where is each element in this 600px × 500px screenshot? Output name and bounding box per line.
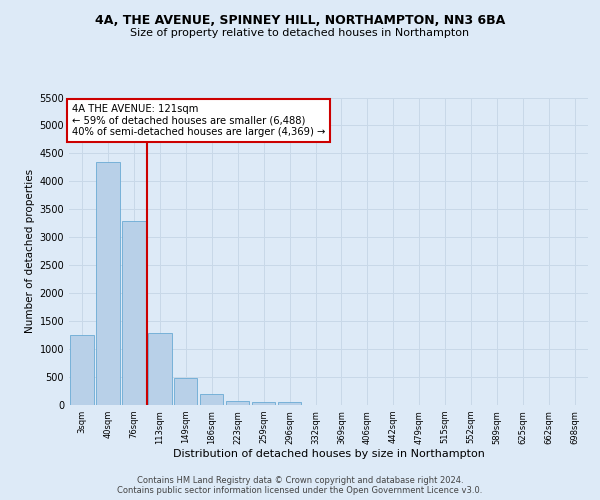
Text: 4A, THE AVENUE, SPINNEY HILL, NORTHAMPTON, NN3 6BA: 4A, THE AVENUE, SPINNEY HILL, NORTHAMPTO… [95, 14, 505, 27]
Text: Size of property relative to detached houses in Northampton: Size of property relative to detached ho… [130, 28, 470, 38]
X-axis label: Distribution of detached houses by size in Northampton: Distribution of detached houses by size … [173, 450, 484, 460]
Bar [200, 394, 223, 405]
Bar [278, 402, 301, 405]
Bar [70, 335, 94, 405]
Bar [252, 402, 275, 405]
Text: Contains HM Land Registry data © Crown copyright and database right 2024.
Contai: Contains HM Land Registry data © Crown c… [118, 476, 482, 495]
Bar [174, 378, 197, 405]
Bar [148, 334, 172, 405]
Bar [122, 220, 146, 405]
Text: 4A THE AVENUE: 121sqm
← 59% of detached houses are smaller (6,488)
40% of semi-d: 4A THE AVENUE: 121sqm ← 59% of detached … [71, 104, 325, 137]
Y-axis label: Number of detached properties: Number of detached properties [25, 169, 35, 334]
Bar [226, 400, 250, 405]
Bar [96, 162, 119, 405]
